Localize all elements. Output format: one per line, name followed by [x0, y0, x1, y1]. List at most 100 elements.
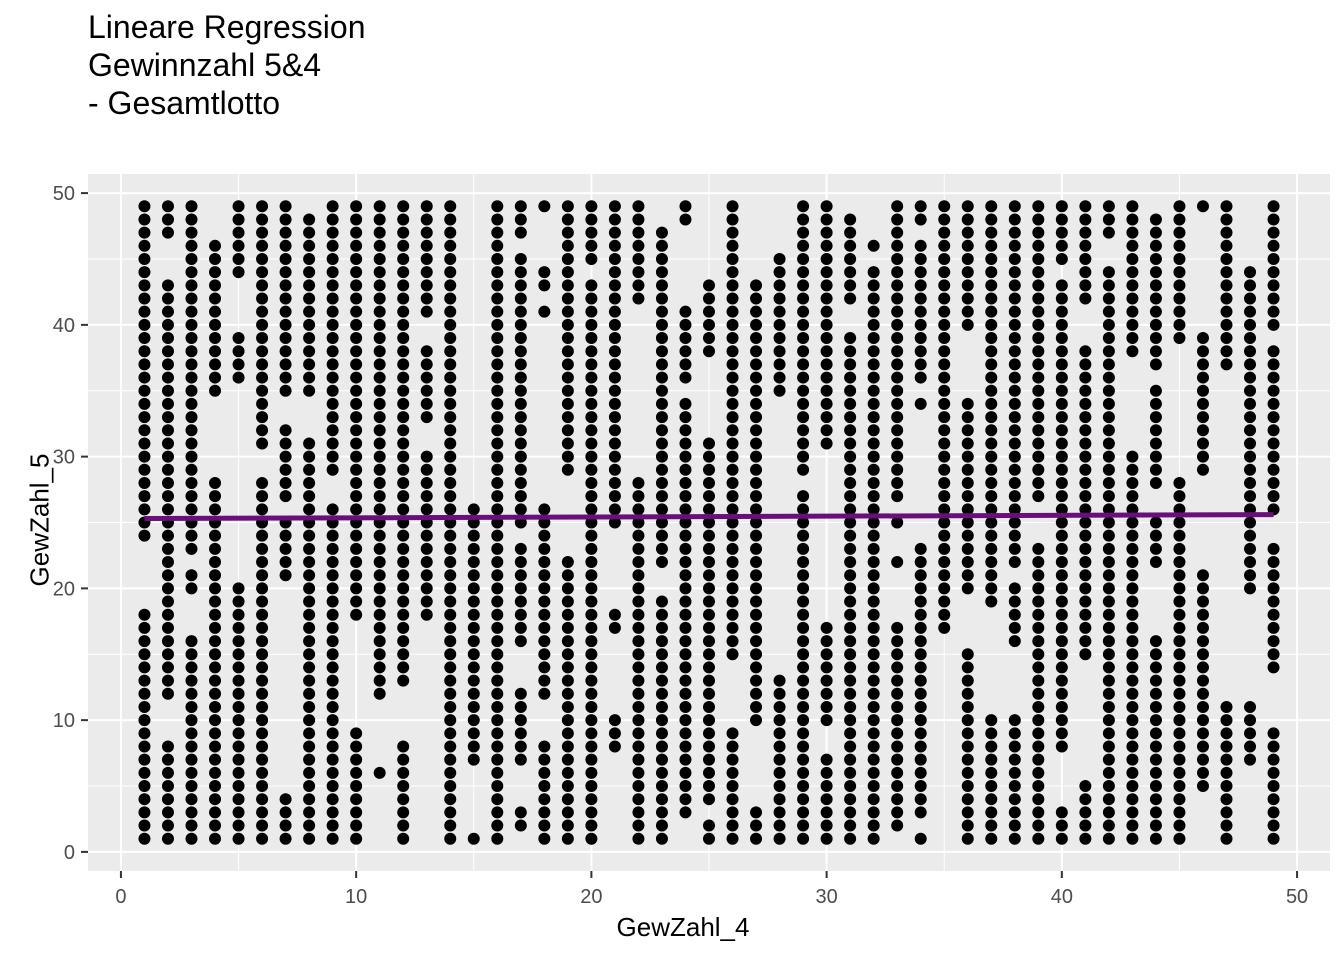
x-axis: 0 10 20 30 40 50: [115, 871, 1308, 908]
data-point: [608, 279, 621, 292]
data-point: [279, 292, 292, 305]
data-point: [985, 332, 998, 345]
data-point: [326, 674, 339, 687]
data-point: [467, 648, 480, 661]
data-point: [373, 279, 386, 292]
data-point: [1055, 424, 1068, 437]
data-point: [1244, 371, 1257, 384]
data-point: [538, 305, 551, 318]
data-point: [608, 503, 621, 516]
data-point: [138, 397, 151, 410]
data-point: [820, 371, 833, 384]
data-point: [256, 411, 269, 424]
data-point: [373, 292, 386, 305]
data-point: [961, 556, 974, 569]
data-point: [726, 569, 739, 582]
data-point: [773, 806, 786, 819]
data-point: [891, 516, 904, 529]
data-point: [820, 780, 833, 793]
data-point: [1173, 556, 1186, 569]
data-point: [820, 687, 833, 700]
data-point: [938, 516, 951, 529]
data-point: [491, 582, 504, 595]
data-point: [373, 318, 386, 331]
data-point: [867, 714, 880, 727]
data-point: [185, 476, 198, 489]
data-point: [350, 793, 363, 806]
data-point: [1055, 608, 1068, 621]
data-point: [679, 463, 692, 476]
data-point: [1267, 780, 1280, 793]
data-point: [1126, 556, 1139, 569]
data-point: [891, 687, 904, 700]
data-point: [961, 213, 974, 226]
data-point: [538, 819, 551, 832]
data-point: [232, 635, 245, 648]
data-point: [961, 200, 974, 213]
data-point: [750, 529, 763, 542]
data-point: [514, 384, 527, 397]
data-point: [608, 450, 621, 463]
data-point: [1079, 239, 1092, 252]
data-point: [561, 397, 574, 410]
data-point: [303, 279, 316, 292]
data-point: [514, 687, 527, 700]
data-point: [820, 200, 833, 213]
data-point: [867, 529, 880, 542]
data-point: [1196, 463, 1209, 476]
data-point: [585, 463, 598, 476]
data-point: [703, 529, 715, 542]
data-point: [985, 714, 998, 727]
data-point: [444, 503, 457, 516]
data-point: [467, 542, 480, 555]
data-point: [703, 674, 715, 687]
data-point: [138, 424, 151, 437]
data-point: [538, 529, 551, 542]
data-point: [397, 358, 410, 371]
data-point: [326, 411, 339, 424]
data-point: [256, 292, 269, 305]
data-point: [467, 674, 480, 687]
data-point: [726, 819, 739, 832]
data-point: [773, 740, 786, 753]
data-point: [679, 661, 692, 674]
data-point: [773, 252, 786, 265]
data-point: [585, 661, 598, 674]
data-point: [373, 200, 386, 213]
data-point: [750, 714, 763, 727]
data-point: [350, 832, 363, 845]
data-point: [185, 437, 198, 450]
data-point: [679, 437, 692, 450]
data-point: [585, 239, 598, 252]
data-point: [891, 490, 904, 503]
data-point: [185, 635, 198, 648]
data-point: [185, 279, 198, 292]
data-point: [750, 490, 763, 503]
data-point: [1173, 503, 1186, 516]
data-point: [138, 305, 151, 318]
data-point: [538, 806, 551, 819]
data-point: [1267, 635, 1280, 648]
data-point: [679, 595, 692, 608]
data-point: [561, 648, 574, 661]
data-point: [209, 700, 222, 713]
data-point: [1196, 332, 1209, 345]
data-point: [303, 648, 316, 661]
data-point: [256, 753, 269, 766]
data-point: [209, 661, 222, 674]
y-tick-label: 50: [53, 183, 75, 205]
data-point: [1008, 714, 1021, 727]
data-point: [1149, 318, 1162, 331]
data-point: [1102, 727, 1115, 740]
data-point: [961, 529, 974, 542]
data-point: [444, 621, 457, 634]
data-point: [326, 424, 339, 437]
data-point: [797, 674, 810, 687]
data-point: [1032, 252, 1045, 265]
data-point: [797, 819, 810, 832]
data-point: [608, 252, 621, 265]
data-point: [161, 463, 174, 476]
data-point: [491, 437, 504, 450]
data-point: [1126, 516, 1139, 529]
data-point: [726, 200, 739, 213]
